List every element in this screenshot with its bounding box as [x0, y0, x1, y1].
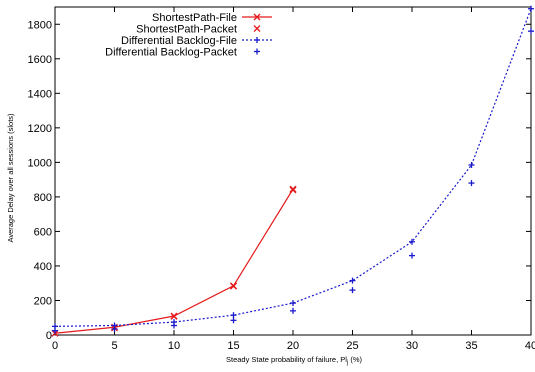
data-point — [349, 287, 356, 294]
y-tick-label: 600 — [34, 226, 52, 238]
legend-item-0: ShortestPath-File — [152, 12, 272, 24]
legend-item-2: Differential Backlog-File — [121, 35, 272, 47]
x-tick-label: 25 — [346, 340, 358, 352]
data-point — [349, 277, 356, 284]
x-axis-label-main: Steady State probability of failure, Pl — [226, 355, 347, 364]
x-tick-label: 5 — [111, 340, 117, 352]
data-point — [170, 312, 178, 320]
axis-labels: Average Delay over all sessions (slots) … — [6, 113, 363, 366]
y-tick-label: 400 — [34, 261, 52, 273]
y-axis-label: Average Delay over all sessions (slots) — [6, 113, 15, 243]
data-point — [230, 312, 237, 319]
data-point — [409, 238, 415, 245]
x-tick-label: 30 — [406, 340, 418, 352]
axes-frame: 0 5 10 15 20 25 30 35 40020040060080010001200140… — [28, 6, 535, 352]
x-tick-label: 35 — [465, 340, 477, 352]
data-point — [468, 161, 475, 168]
y-tick-label: 1800 — [28, 19, 52, 31]
data-point — [52, 327, 58, 334]
legend-item-1: ShortestPath-Packet — [136, 24, 261, 36]
x-axis-label: Steady State probability of failure, Plj… — [226, 355, 363, 366]
legend-swatch-marker — [253, 25, 261, 32]
series-line — [54, 188, 294, 334]
x-tick-label: 0 — [52, 340, 58, 352]
x-axis-label-subscript: j — [346, 360, 348, 366]
data-point — [289, 186, 297, 194]
y-tick-label: 800 — [34, 192, 52, 204]
legend-item-3: Differential Backlog-Packet — [105, 47, 260, 59]
y-tick-label: 200 — [34, 295, 52, 307]
series-1 — [51, 186, 297, 337]
x-axis-label-suffix: (%) — [348, 355, 362, 364]
data-point — [528, 28, 534, 35]
y-tick-label: 0 — [46, 330, 52, 342]
legend-label: Differential Backlog-Packet — [105, 47, 237, 59]
x-tick-label: 15 — [227, 340, 239, 352]
plot-area — [51, 5, 534, 337]
data-point — [468, 180, 475, 187]
legend-swatch-marker — [254, 37, 260, 43]
y-tick-label: 1400 — [28, 88, 52, 100]
x-tick-label: 40 — [525, 340, 535, 352]
y-tick-label: 1200 — [28, 123, 52, 135]
legend-label: Differential Backlog-File — [121, 35, 237, 47]
legend-swatch-marker — [253, 13, 261, 21]
y-tick-label: 1000 — [28, 157, 52, 169]
data-point — [230, 282, 237, 290]
data-point — [230, 317, 237, 324]
y-tick-label: 1600 — [28, 54, 52, 66]
series-3 — [52, 28, 534, 334]
data-point — [290, 300, 296, 307]
x-tick-label: 20 — [287, 340, 299, 352]
data-point — [111, 325, 118, 332]
legend-swatch-marker — [254, 48, 260, 55]
data-point — [409, 252, 415, 259]
x-tick-label: 10 — [168, 340, 180, 352]
series-0 — [51, 185, 297, 337]
legend-label: ShortestPath-File — [152, 12, 237, 24]
data-point — [171, 322, 177, 329]
legend-label: ShortestPath-Packet — [136, 24, 237, 36]
legend: ShortestPath-FileShortestPath-PacketDiff… — [105, 12, 272, 59]
data-point — [290, 307, 296, 314]
data-point — [528, 5, 534, 12]
